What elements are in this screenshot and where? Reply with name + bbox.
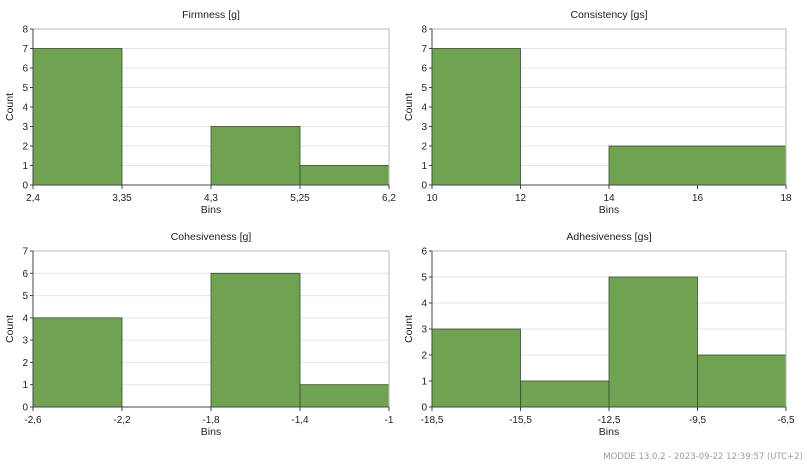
y-tick-label: 4 bbox=[421, 299, 427, 310]
chart-panel-1: 0 1 2 3 4 5 6 7 8 2,4 3,35 4,3 5,25 6,2 Firmness [g] Bi… bbox=[4, 9, 396, 216]
chart-panel-3: 0 1 2 3 4 5 6 7 -2,6 -2,2 -1,8 -1,4 -1 Cohesiveness [… bbox=[4, 231, 394, 438]
y-tick-label: 3 bbox=[421, 122, 427, 133]
y-axis-label: Count bbox=[4, 315, 16, 343]
y-tick-label: 6 bbox=[22, 64, 28, 75]
x-tick-label: -12,5 bbox=[598, 415, 621, 426]
y-tick-label: 6 bbox=[421, 247, 427, 258]
chart-panel-4: 0 1 2 3 4 5 6 -18,5 -15,5 -12,5 -9,5 -6,5 Adhesivene… bbox=[403, 231, 795, 438]
x-tick-label: 16 bbox=[692, 193, 704, 204]
y-tick-label: 0 bbox=[421, 403, 427, 414]
y-tick-label: 5 bbox=[22, 291, 28, 302]
y-tick-label: 1 bbox=[421, 161, 427, 172]
y-tick-label: 3 bbox=[421, 325, 427, 336]
y-tick-label: 5 bbox=[22, 83, 28, 94]
y-tick-label: 1 bbox=[421, 377, 427, 388]
y-tick-label: 5 bbox=[421, 273, 427, 284]
y-tick-label: 2 bbox=[22, 142, 28, 153]
bar bbox=[608, 276, 698, 408]
chart-title: Consistency [gs] bbox=[570, 9, 647, 21]
chart-title: Firmness [g] bbox=[182, 9, 240, 21]
y-tick-label: 2 bbox=[22, 358, 28, 369]
x-tick-label: 10 bbox=[426, 193, 438, 204]
y-tick-label: 6 bbox=[421, 64, 427, 75]
y-tick-label: 2 bbox=[421, 351, 427, 362]
x-tick-label: 5,25 bbox=[290, 193, 310, 204]
y-tick-label: 2 bbox=[421, 142, 427, 153]
y-tick-label: 5 bbox=[421, 83, 427, 94]
x-tick-label: 6,2 bbox=[382, 193, 396, 204]
x-tick-label: 12 bbox=[515, 193, 527, 204]
x-tick-label: -2,6 bbox=[24, 415, 42, 426]
x-tick-label: 18 bbox=[780, 193, 792, 204]
x-tick-label: -1,4 bbox=[291, 415, 309, 426]
y-tick-label: 0 bbox=[421, 181, 427, 192]
chart-title: Adhesiveness [gs] bbox=[566, 231, 651, 243]
y-tick-label: 3 bbox=[22, 122, 28, 133]
x-axis-label: Bins bbox=[201, 204, 221, 216]
bar bbox=[32, 317, 123, 408]
x-tick-label: -15,5 bbox=[509, 415, 532, 426]
y-tick-label: 4 bbox=[22, 313, 28, 324]
x-tick-label: -1 bbox=[385, 415, 394, 426]
x-axis-label: Bins bbox=[599, 204, 619, 216]
bar bbox=[431, 48, 521, 186]
x-tick-label: -2,2 bbox=[113, 415, 131, 426]
bar bbox=[608, 145, 787, 186]
bar bbox=[32, 48, 123, 186]
bar bbox=[520, 380, 610, 408]
bar bbox=[210, 272, 301, 408]
bar bbox=[431, 328, 521, 408]
y-tick-label: 0 bbox=[22, 403, 28, 414]
y-axis-label: Count bbox=[4, 93, 16, 121]
x-tick-label: 2,4 bbox=[26, 193, 40, 204]
y-tick-label: 3 bbox=[22, 336, 28, 347]
x-tick-label: 3,35 bbox=[112, 193, 132, 204]
y-axis-label: Count bbox=[403, 93, 415, 121]
y-tick-label: 7 bbox=[421, 44, 427, 55]
y-tick-label: 4 bbox=[421, 103, 427, 114]
chart-title: Cohesiveness [g] bbox=[171, 231, 252, 243]
x-tick-label: 14 bbox=[603, 193, 615, 204]
x-tick-label: -9,5 bbox=[689, 415, 707, 426]
y-tick-label: 0 bbox=[22, 181, 28, 192]
y-tick-label: 1 bbox=[22, 161, 28, 172]
x-tick-label: -18,5 bbox=[421, 415, 444, 426]
x-tick-label: -6,5 bbox=[777, 415, 795, 426]
y-tick-label: 6 bbox=[22, 269, 28, 280]
bar bbox=[299, 165, 390, 186]
y-tick-label: 1 bbox=[22, 380, 28, 391]
bar bbox=[299, 384, 390, 408]
y-tick-label: 8 bbox=[421, 25, 427, 36]
y-tick-label: 4 bbox=[22, 103, 28, 114]
x-tick-label: -1,8 bbox=[202, 415, 220, 426]
x-tick-label: 4,3 bbox=[204, 193, 218, 204]
x-axis-label: Bins bbox=[201, 426, 221, 438]
y-tick-label: 8 bbox=[22, 25, 28, 36]
y-tick-label: 7 bbox=[22, 44, 28, 55]
footer-timestamp: MODDE 13.0.2 - 2023-09-22 12:39:57 (UTC+… bbox=[603, 452, 803, 462]
y-axis-label: Count bbox=[403, 315, 415, 343]
bar bbox=[697, 354, 787, 408]
bar bbox=[210, 126, 301, 186]
x-axis-label: Bins bbox=[599, 426, 619, 438]
y-tick-label: 7 bbox=[22, 247, 28, 258]
